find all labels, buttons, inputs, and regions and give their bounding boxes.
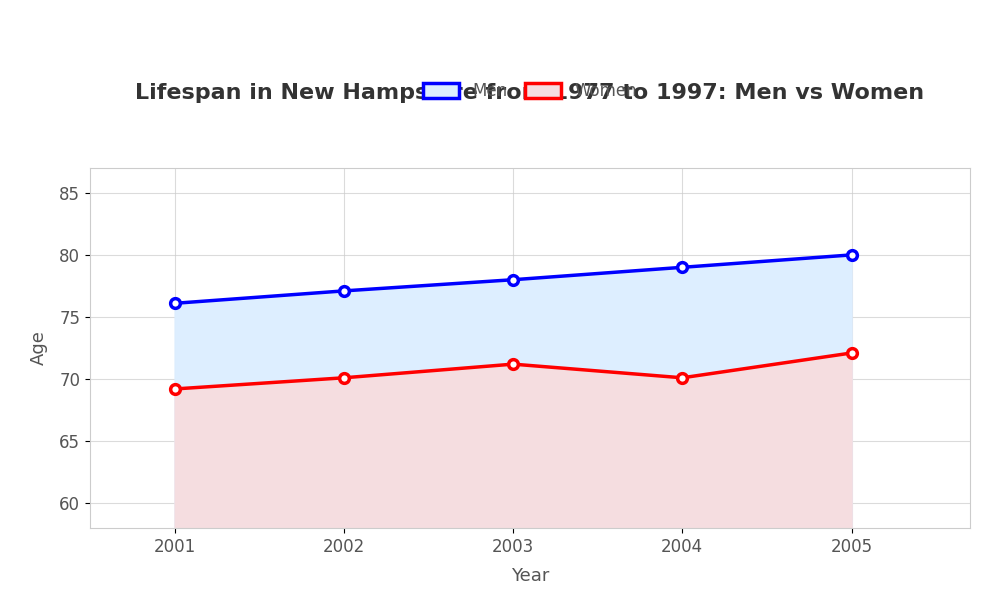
Title: Lifespan in New Hampshire from 1977 to 1997: Men vs Women: Lifespan in New Hampshire from 1977 to 1… (135, 83, 925, 103)
Y-axis label: Age: Age (30, 331, 48, 365)
X-axis label: Year: Year (511, 567, 549, 585)
Legend: Men, Women: Men, Women (416, 76, 644, 107)
